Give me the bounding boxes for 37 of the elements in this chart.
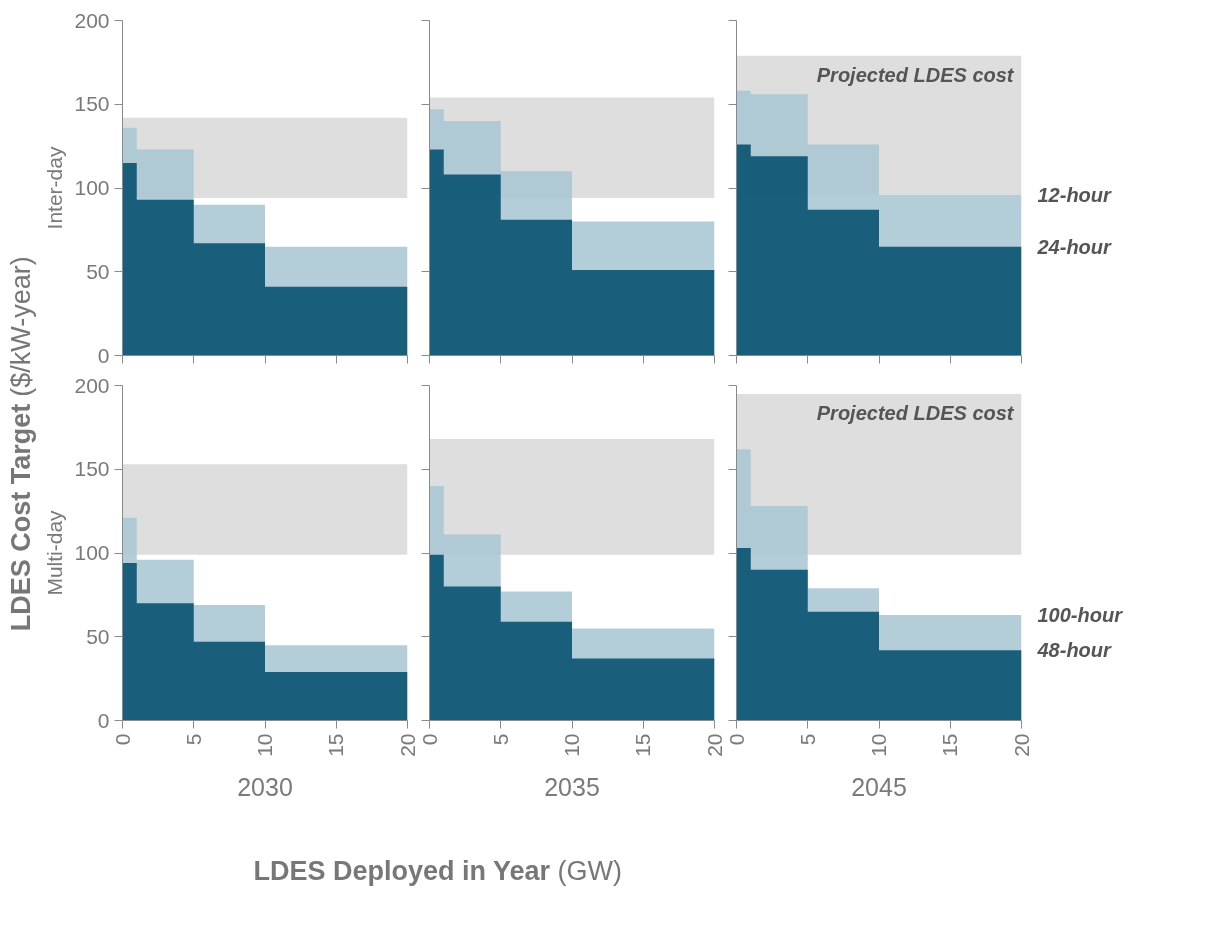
x-tick-label: 15 [324,733,348,757]
y-tick-label: 150 [74,92,110,116]
x-tick-label: 20 [395,733,419,757]
y-tick-label: 0 [97,343,110,367]
x-tick-label: 15 [938,733,962,757]
x-axis-title: 2035 [544,772,600,801]
x-tick-label: 10 [560,733,583,757]
x-tick-label: 5 [488,733,512,746]
x-tick-label: 0 [417,733,441,746]
series-label: 24-hour [1036,235,1113,258]
y-tick-label: 200 [74,373,110,397]
x-tick-label: 5 [181,733,205,746]
x-tick-label: 20 [1009,733,1033,757]
y-axis-title: Inter-day [43,146,67,230]
x-tick-label: 0 [724,733,748,746]
series-label: 100-hour [1037,603,1124,626]
y-tick-label: 100 [74,176,110,199]
x-tick-label: 10 [867,733,890,757]
text: LDES Deployed in Year (GW) [253,855,622,886]
x-tick-label: 0 [110,733,134,746]
y-tick-label: 50 [86,259,110,283]
x-axis-title: 2045 [851,772,907,801]
series-label: 12-hour [1037,183,1113,206]
band-label: Projected LDES cost [816,401,1015,424]
y-tick-label: 100 [74,541,110,564]
text: LDES Cost Target ($/kW-year) [5,256,36,632]
y-tick-label: 150 [74,457,110,481]
y-tick-label: 200 [74,8,110,32]
x-tick-label: 20 [702,733,726,757]
series-label: 48-hour [1036,639,1113,662]
x-tick-label: 5 [795,733,819,746]
x-tick-label: 10 [253,733,276,757]
x-axis-title: 2030 [237,772,293,801]
y-axis-title: Multi-day [43,509,67,596]
x-tick-label: 15 [631,733,655,757]
band-label: Projected LDES cost [816,63,1015,86]
y-tick-label: 50 [86,624,110,648]
